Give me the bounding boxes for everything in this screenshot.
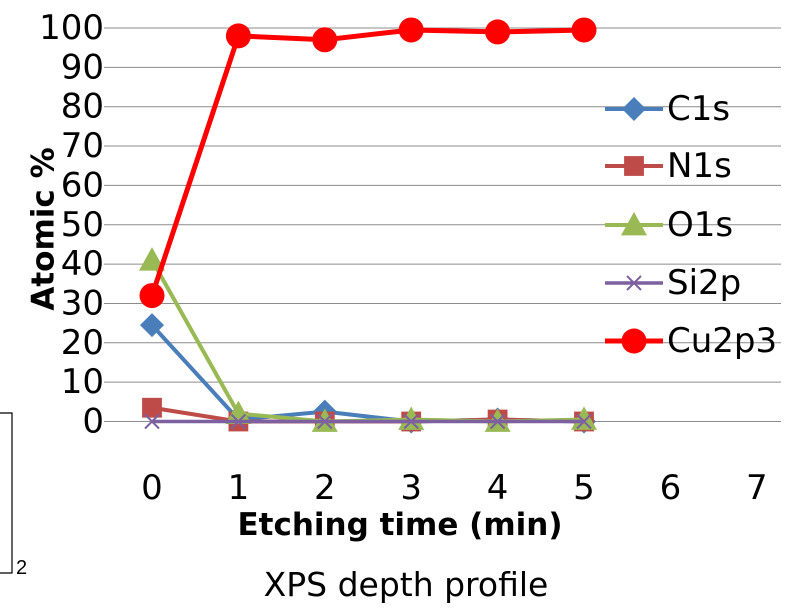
data-point-si2p	[144, 413, 160, 430]
legend-label: Si2p	[667, 263, 741, 303]
legend-entry-cu2p3: Cu2p3	[605, 321, 777, 361]
data-point-cu2p3	[398, 17, 424, 43]
y-tick-label: 80	[61, 87, 104, 127]
data-point-n1s	[142, 397, 162, 418]
y-tick-label: 60	[61, 165, 104, 205]
y-tick-label: 30	[61, 283, 104, 323]
y-tick-label: 100	[39, 8, 104, 48]
legend-entry-si2p: Si2p	[605, 263, 741, 303]
x-tick-label: 3	[400, 468, 422, 508]
x-tick-label: 1	[228, 468, 250, 508]
data-point-o1s	[571, 406, 597, 430]
data-point-cu2p3	[312, 27, 338, 53]
series-o1s	[139, 247, 597, 432]
legend-entry-c1s: C1s	[605, 89, 730, 129]
data-point-c1s	[140, 313, 164, 338]
data-point-si2p	[576, 413, 592, 430]
data-point-si2p	[230, 413, 247, 430]
legend-marker	[621, 212, 647, 236]
legend-marker	[621, 328, 647, 354]
data-point-o1s	[139, 247, 165, 271]
y-tick-label: 20	[61, 323, 104, 363]
data-point-o1s	[398, 406, 425, 430]
series-lines	[139, 17, 597, 434]
legend-marker	[624, 156, 644, 176]
y-tick-label: 50	[61, 205, 104, 245]
data-point-si2p	[317, 413, 333, 430]
data-point-cu2p3	[571, 17, 597, 43]
data-point-si2p	[489, 413, 506, 430]
series-cu2p3	[139, 17, 597, 309]
y-tick-label: 0	[82, 402, 104, 442]
legend-label: C1s	[667, 89, 730, 129]
x-tick-label: 4	[487, 468, 509, 508]
y-axis-title: Atomic %	[26, 147, 62, 310]
y-tick-label: 90	[61, 47, 104, 87]
legend-label: Cu2p3	[667, 321, 777, 361]
data-point-cu2p3	[139, 283, 165, 309]
gridlines	[104, 27, 781, 422]
legend-label: O1s	[667, 205, 733, 245]
data-point-cu2p3	[225, 23, 251, 49]
x-tick-label: 7	[746, 468, 768, 508]
legend: C1s N1s O1s Si2p Cu2p3	[605, 89, 777, 361]
data-point-cu2p3	[485, 19, 511, 45]
legend-entry-n1s: N1s	[605, 146, 732, 186]
x-tick-label: 5	[573, 468, 595, 508]
legend-entry-o1s: O1s	[605, 205, 733, 245]
x-tick-labels: 0 1 2 3 4 5 6 7	[141, 468, 767, 508]
x-tick-label: 6	[660, 468, 682, 508]
x-tick-label: 2	[314, 468, 336, 508]
data-point-si2p	[403, 413, 419, 430]
x-axis-title: Etching time (min)	[237, 507, 562, 543]
legend-marker	[626, 275, 642, 291]
cropped-fragment-label: 2	[16, 557, 27, 579]
cropped-frame-fragment	[0, 412, 13, 574]
legend-label: N1s	[667, 146, 732, 186]
series-line-cu2p3	[149, 27, 585, 297]
x-tick-label: 0	[141, 468, 163, 508]
data-point-o1s	[225, 400, 252, 425]
legend-marker	[622, 97, 646, 121]
y-tick-label: 10	[61, 362, 104, 402]
chart-caption: XPS depth profile	[264, 565, 549, 604]
y-tick-label: 70	[61, 126, 104, 166]
y-tick-label: 40	[61, 244, 104, 284]
series-si2p	[144, 413, 592, 430]
